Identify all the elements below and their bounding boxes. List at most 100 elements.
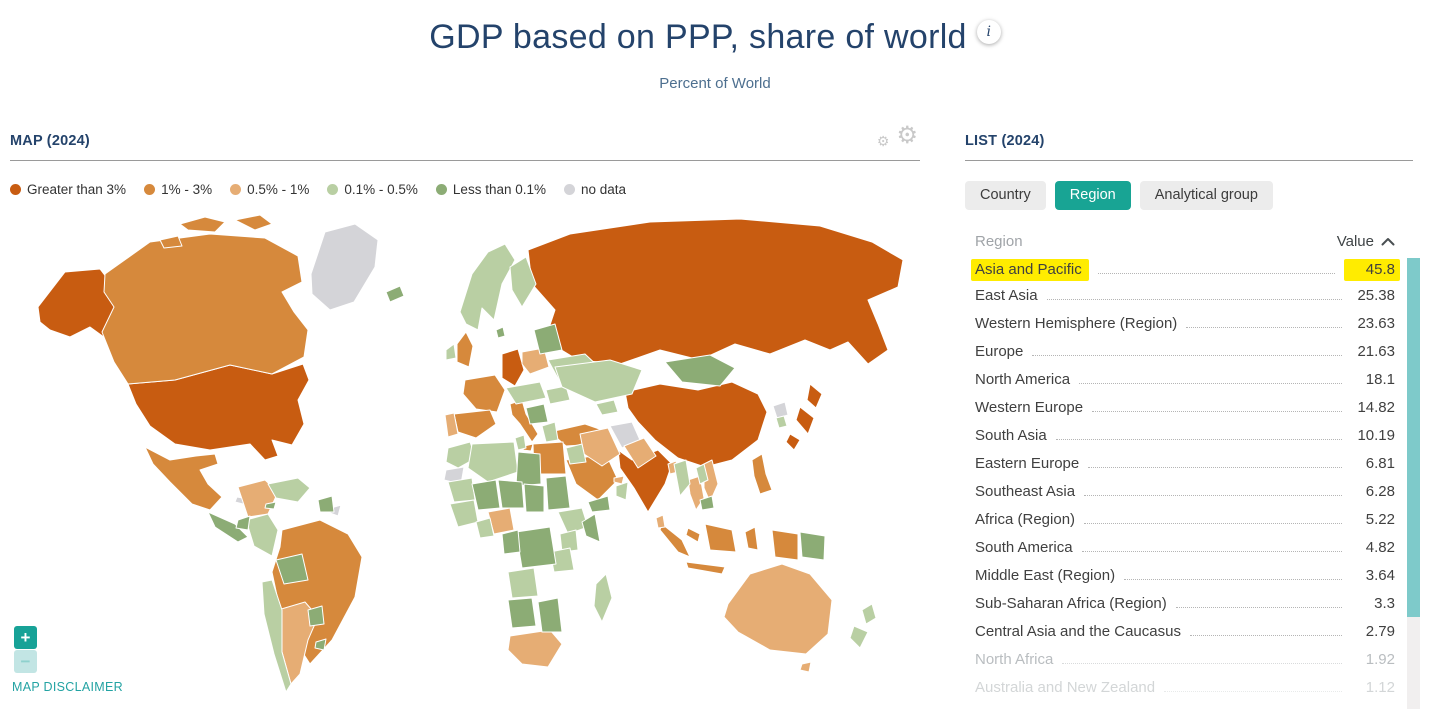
map-country-uruguay[interactable] (314, 638, 327, 651)
map-country-morocco[interactable] (445, 441, 477, 469)
info-icon[interactable]: i (976, 20, 1001, 44)
map-country-spain[interactable] (453, 409, 497, 439)
map-region-cameroon-gabon[interactable] (501, 529, 521, 555)
map-country-papua-new-guinea[interactable] (799, 531, 826, 561)
map-country-greenland[interactable] (310, 223, 379, 311)
column-header-value-sort[interactable]: Value (1337, 233, 1395, 250)
list-item[interactable]: South America 4.82 (965, 539, 1421, 567)
map-country-chile[interactable] (261, 579, 292, 693)
map-country-algeria[interactable] (467, 441, 519, 483)
list-item[interactable]: Asia and Pacific 45.8 (965, 259, 1421, 287)
map-region-central-europe[interactable] (505, 381, 547, 405)
legend-item-lt01[interactable]: Less than 0.1% (435, 182, 546, 197)
map-country-pakistan[interactable] (623, 437, 657, 469)
list-scrollbar-thumb[interactable] (1407, 258, 1420, 617)
map-country-australia[interactable] (723, 563, 833, 673)
map-country-romania[interactable] (545, 385, 571, 405)
map-country-ghana[interactable] (475, 517, 495, 539)
map-country-sri-lanka[interactable] (655, 514, 666, 529)
list-item[interactable]: Middle East (Region) 3.64 (965, 567, 1421, 595)
map-country-ireland[interactable] (445, 343, 457, 361)
map-region-central-america[interactable] (207, 511, 249, 543)
list-item[interactable]: Africa (Region) 5.22 (965, 511, 1421, 539)
list-item[interactable]: East Asia 25.38 (965, 287, 1421, 315)
map-country-norway-sweden[interactable] (459, 243, 516, 331)
map-country-vietnam[interactable] (703, 459, 719, 503)
map-country-bolivia[interactable] (275, 553, 309, 585)
tab-region[interactable]: Region (1054, 181, 1131, 210)
map-region-west-africa[interactable] (449, 499, 479, 528)
map-country-germany[interactable] (501, 348, 525, 387)
list-item[interactable]: Western Hemisphere (Region) 23.63 (965, 315, 1421, 343)
map-country-ecuador[interactable] (235, 515, 251, 531)
map-country-iraq[interactable] (565, 443, 587, 465)
map-country-madagascar[interactable] (593, 573, 613, 623)
map-region-hispaniola[interactable] (264, 501, 277, 510)
map-country-kazakhstan[interactable] (554, 359, 643, 403)
map-zoom-out-button[interactable]: − (14, 650, 37, 673)
map-country-laos[interactable] (695, 463, 709, 485)
map-region-namibia-botswana[interactable] (507, 597, 537, 629)
map-country-angola[interactable] (507, 567, 539, 599)
list-item[interactable]: North America 18.1 (965, 371, 1421, 399)
map-country-canadian-arctic-islands[interactable] (159, 214, 273, 249)
map-country-somalia[interactable] (581, 513, 601, 543)
map-region-mozambique-zimbabwe[interactable] (537, 597, 563, 633)
map-country-malaysia[interactable] (685, 527, 701, 543)
map-country-north-korea[interactable] (772, 401, 789, 419)
map-country-tanzania[interactable] (549, 547, 575, 573)
map-settings-gear-icon[interactable]: ⚙ ⚙ (876, 122, 918, 149)
map-country-philippines[interactable] (751, 453, 773, 495)
tab-analytical-group[interactable]: Analytical group (1139, 181, 1273, 210)
map-country-japan[interactable] (785, 383, 823, 451)
map-country-south-africa[interactable] (507, 629, 563, 668)
map-country-dr-congo[interactable] (515, 526, 557, 569)
map-country-yemen[interactable] (587, 495, 611, 513)
list-item[interactable]: North Africa 1.92 (965, 651, 1421, 679)
map-country-myanmar[interactable] (673, 459, 691, 497)
map-country-finland[interactable] (509, 256, 537, 308)
map-country-venezuela[interactable] (267, 477, 311, 503)
map-country-chad[interactable] (523, 483, 545, 513)
map-country-greece[interactable] (541, 421, 559, 443)
map-country-canada[interactable] (101, 233, 309, 385)
map-country-portugal[interactable] (444, 412, 459, 438)
legend-item-nodata[interactable]: no data (564, 182, 626, 197)
legend-item-gt3[interactable]: Greater than 3% (10, 182, 126, 197)
map-region-guyanas[interactable] (317, 495, 335, 513)
legend-item-p05_1[interactable]: 0.5% - 1% (230, 182, 309, 197)
map-country-iceland[interactable] (385, 285, 405, 303)
tab-country[interactable]: Country (965, 181, 1046, 210)
map-country-niger[interactable] (497, 479, 525, 509)
list-item[interactable]: South Asia 10.19 (965, 427, 1421, 455)
map-country-united-kingdom[interactable] (456, 331, 474, 368)
map-country-paraguay[interactable] (307, 605, 325, 627)
list-item[interactable]: Sub-Saharan Africa (Region) 3.3 (965, 595, 1421, 623)
map-country-mexico[interactable] (144, 446, 223, 511)
map-country-tunisia[interactable] (514, 434, 527, 451)
map-country-uzbekistan[interactable] (595, 399, 619, 416)
list-scrollbar-track[interactable] (1407, 258, 1420, 709)
list-item[interactable]: Central Asia and the Caucasus 2.79 (965, 623, 1421, 651)
legend-item-p01_05[interactable]: 0.1% - 0.5% (327, 182, 418, 197)
map-country-south-korea[interactable] (775, 415, 788, 429)
map-country-mali[interactable] (471, 479, 501, 511)
list-item[interactable]: Europe 21.63 (965, 343, 1421, 371)
map-region-baltics-belarus[interactable] (533, 323, 563, 355)
map-country-oman[interactable] (615, 481, 629, 501)
legend-item-p1_3[interactable]: 1% - 3% (144, 182, 212, 197)
map-country-sudan[interactable] (545, 475, 571, 511)
map-country-indonesia[interactable] (659, 523, 799, 575)
map-country-mauritania[interactable] (447, 477, 476, 503)
list-item[interactable]: Southeast Asia 6.28 (965, 483, 1421, 511)
map-zoom-in-button[interactable]: + (14, 626, 37, 649)
map-country-new-zealand[interactable] (849, 603, 877, 649)
map-country-russia[interactable] (527, 218, 904, 365)
map-country-uae[interactable] (613, 475, 625, 485)
list-item[interactable]: Australia and New Zealand 1.12 (965, 679, 1421, 707)
list-item[interactable]: Eastern Europe 6.81 (965, 455, 1421, 483)
list-item[interactable]: Western Europe 14.82 (965, 399, 1421, 427)
map-country-cambodia[interactable] (699, 495, 715, 511)
map-disclaimer-link[interactable]: MAP DISCLAIMER (12, 680, 123, 694)
map-country-denmark[interactable] (495, 326, 506, 339)
